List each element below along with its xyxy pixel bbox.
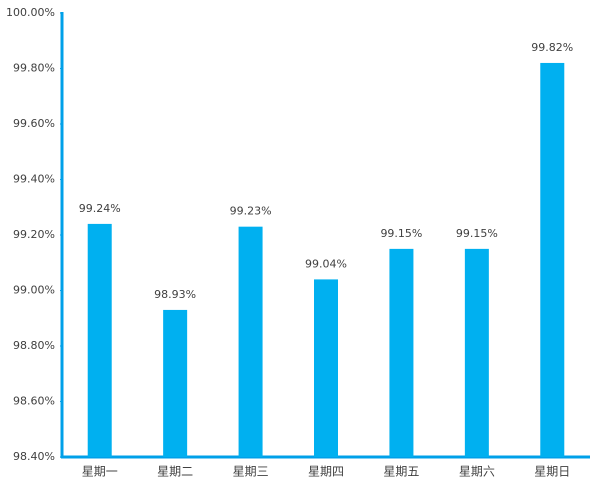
y-tick-label: 99.60% <box>13 117 55 130</box>
y-tick-label: 98.40% <box>13 450 55 463</box>
y-tick-label: 98.80% <box>13 339 55 352</box>
x-tick-label: 星期二 <box>157 465 193 479</box>
bar <box>87 223 112 457</box>
y-tick-label: 100.00% <box>6 6 55 19</box>
x-tick-label: 星期六 <box>459 465 495 479</box>
x-tick-label: 星期日 <box>534 465 570 479</box>
bar <box>238 226 263 457</box>
data-label: 98.93% <box>154 288 196 301</box>
y-tick-label: 99.00% <box>13 284 55 297</box>
y-tick-label: 98.60% <box>13 395 55 408</box>
bar <box>464 248 489 457</box>
data-label: 99.04% <box>305 257 347 270</box>
x-tick-label: 星期四 <box>308 465 344 479</box>
data-label: 99.15% <box>380 227 422 240</box>
y-tick-label: 99.20% <box>13 228 55 241</box>
y-tick-label: 99.40% <box>13 173 55 186</box>
bar <box>163 309 188 457</box>
data-label: 99.24% <box>79 202 121 215</box>
bar <box>389 248 414 457</box>
data-label: 99.23% <box>230 205 272 218</box>
x-tick-label: 星期三 <box>233 465 269 479</box>
data-label: 99.15% <box>456 227 498 240</box>
x-tick-label: 星期一 <box>82 465 118 479</box>
data-label: 99.82% <box>531 41 573 54</box>
bar <box>314 279 338 457</box>
y-tick-label: 99.80% <box>13 62 55 75</box>
x-tick-label: 星期五 <box>383 465 419 479</box>
bar <box>540 62 565 457</box>
